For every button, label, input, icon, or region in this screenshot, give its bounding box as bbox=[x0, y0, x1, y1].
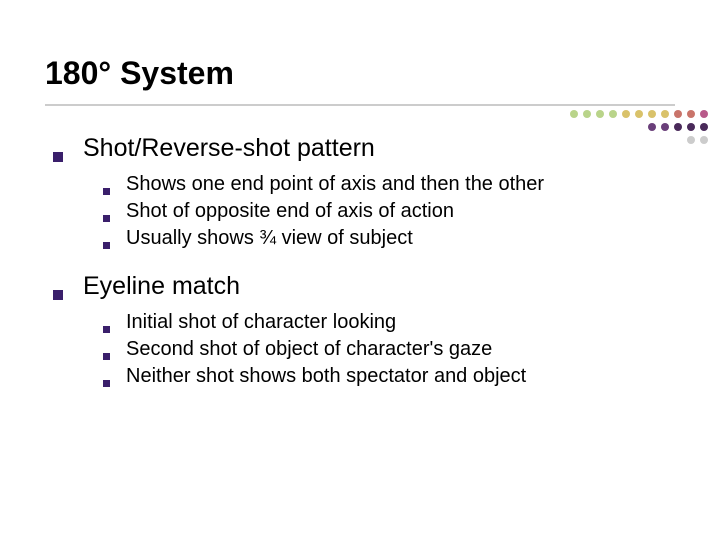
dot-icon bbox=[635, 110, 643, 118]
list-item-text: Shows one end point of axis and then the… bbox=[126, 173, 544, 196]
bullet-square-icon bbox=[53, 152, 63, 162]
dot-icon bbox=[700, 110, 708, 118]
section-heading-text: Eyeline match bbox=[83, 272, 240, 301]
decorative-dots bbox=[568, 110, 708, 149]
bullet-square-icon bbox=[103, 326, 110, 333]
bullet-square-icon bbox=[103, 353, 110, 360]
section-1-items: Initial shot of character looking Second… bbox=[103, 311, 675, 388]
section-0-items: Shows one end point of axis and then the… bbox=[103, 173, 675, 250]
dot-icon bbox=[687, 136, 695, 144]
dot-icon bbox=[570, 110, 578, 118]
slide-title: 180° System bbox=[45, 55, 675, 92]
list-item: Usually shows ¾ view of subject bbox=[103, 227, 675, 250]
dot-icon bbox=[648, 110, 656, 118]
dot-icon bbox=[687, 110, 695, 118]
list-item: Neither shot shows both spectator and ob… bbox=[103, 365, 675, 388]
list-item-text: Neither shot shows both spectator and ob… bbox=[126, 365, 526, 388]
dot-icon bbox=[583, 110, 591, 118]
section-1: Eyeline match bbox=[53, 272, 675, 301]
dot-icon bbox=[622, 110, 630, 118]
bullet-square-icon bbox=[103, 188, 110, 195]
list-item-text: Second shot of object of character's gaz… bbox=[126, 338, 492, 361]
section-heading: Eyeline match bbox=[53, 272, 675, 301]
bullet-square-icon bbox=[103, 242, 110, 249]
dot-icon bbox=[700, 136, 708, 144]
section-heading-text: Shot/Reverse-shot pattern bbox=[83, 134, 375, 163]
bullet-square-icon bbox=[103, 380, 110, 387]
dot-icon bbox=[661, 123, 669, 131]
dot-icon bbox=[648, 123, 656, 131]
bullet-square-icon bbox=[103, 215, 110, 222]
list-item-text: Initial shot of character looking bbox=[126, 311, 396, 334]
title-underline bbox=[45, 104, 675, 106]
content-body: Shot/Reverse-shot pattern Shows one end … bbox=[45, 134, 675, 388]
dot-icon bbox=[687, 123, 695, 131]
list-item-text: Usually shows ¾ view of subject bbox=[126, 227, 413, 250]
list-item: Second shot of object of character's gaz… bbox=[103, 338, 675, 361]
list-item: Shot of opposite end of axis of action bbox=[103, 200, 675, 223]
dot-icon bbox=[661, 110, 669, 118]
bullet-square-icon bbox=[53, 290, 63, 300]
list-item: Shows one end point of axis and then the… bbox=[103, 173, 675, 196]
dot-icon bbox=[674, 123, 682, 131]
list-item: Initial shot of character looking bbox=[103, 311, 675, 334]
list-item-text: Shot of opposite end of axis of action bbox=[126, 200, 454, 223]
dot-icon bbox=[596, 110, 604, 118]
slide: 180° System Shot/Reverse-shot pattern Sh… bbox=[0, 0, 720, 540]
dot-icon bbox=[700, 123, 708, 131]
dot-icon bbox=[674, 110, 682, 118]
dot-icon bbox=[609, 110, 617, 118]
